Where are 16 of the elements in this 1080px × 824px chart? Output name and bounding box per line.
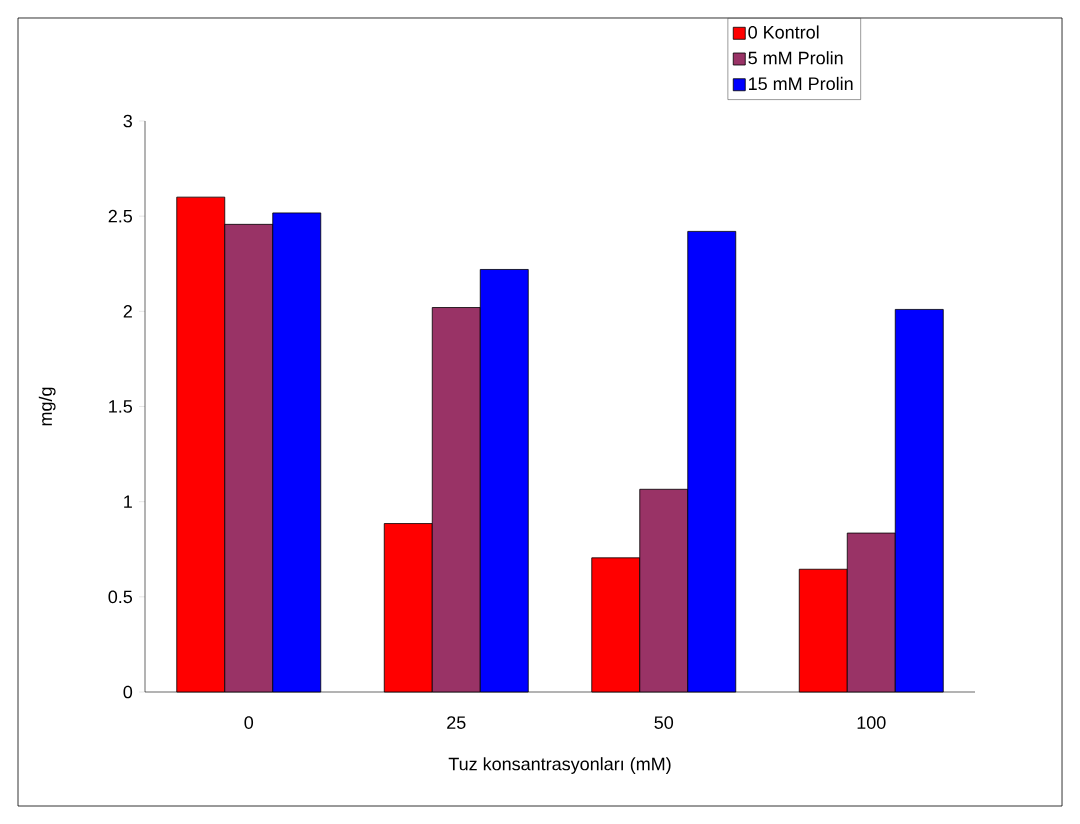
y-tick-label: 3 [123,114,133,128]
x-tick-label: 100 [857,716,886,729]
y-tick-label: 2 [123,305,132,318]
x-axis-title: Tuz konsantrasyonları (mM) [448,757,671,774]
y-tick-label: 1 [124,495,132,508]
y-tick-label: 0 [123,685,133,699]
x-tick-label: 0 [244,716,254,729]
y-tick-label: 2.5 [108,209,133,223]
x-tick-label: 50 [654,716,674,729]
legend-label: 0 Kontrol [748,25,819,39]
y-axis-title: mg/g [38,387,56,426]
y-tick-label: 0.5 [108,590,133,604]
y-tick-label: 1.5 [109,400,133,413]
legend-label: 15 mM Prolin [749,76,853,91]
x-tick-label: 25 [447,716,466,729]
legend-label: 5 mM Prolin [748,51,843,65]
